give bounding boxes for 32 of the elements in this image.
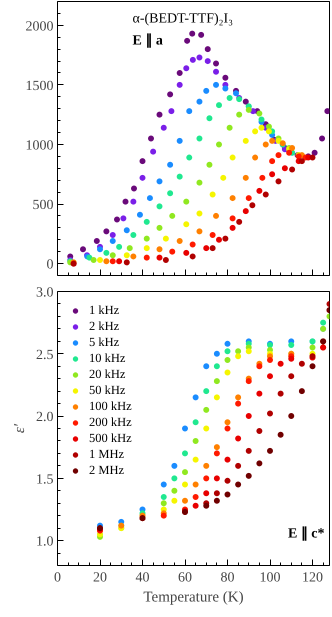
annotation: α-(BEDT-TTF)₂I₃: [132, 12, 234, 26]
y-tick-label: 1000: [26, 138, 54, 154]
x-axis-title: Temperature (K): [143, 590, 244, 606]
y-tick-label: 1.0: [36, 534, 54, 550]
legend-label: 200 kHz: [89, 415, 132, 430]
legend-label: 2 MHz: [89, 463, 124, 478]
annotation: E ∥ c*: [288, 526, 325, 542]
y-tick-label: 2000: [26, 19, 54, 34]
legend-label: 100 kHz: [89, 399, 132, 414]
x-tick-label: 40: [136, 570, 150, 586]
legend-label: 5 kHz: [89, 335, 120, 350]
y-tick-label: 2.0: [36, 410, 54, 426]
x-tick-label: 100: [260, 570, 280, 586]
y-tick-label: 0: [46, 258, 54, 273]
legend-label: 2 kHz: [89, 319, 120, 334]
annotation: E ∥ a: [132, 32, 163, 48]
y-tick-label: 1500: [26, 78, 54, 94]
y-tick-label: 3.0: [36, 286, 54, 300]
legend-label: 10 kHz: [89, 351, 126, 366]
legend-label: 20 kHz: [89, 367, 126, 382]
legend-label: 500 kHz: [89, 431, 132, 446]
y-tick-label: 500: [32, 198, 54, 214]
legend-label: 50 kHz: [89, 383, 126, 398]
x-tick-label: 80: [220, 570, 234, 586]
legend-label: 1 kHz: [89, 303, 120, 318]
x-tick-label: 120: [302, 570, 323, 586]
y-axis-title: ε′: [12, 423, 28, 434]
x-tick-label: 60: [178, 570, 192, 586]
x-tick-label: 20: [93, 570, 107, 586]
legend-label: 1 MHz: [89, 447, 124, 462]
y-tick-label: 2.5: [36, 348, 54, 363]
y-tick-label: 1.5: [36, 472, 54, 488]
